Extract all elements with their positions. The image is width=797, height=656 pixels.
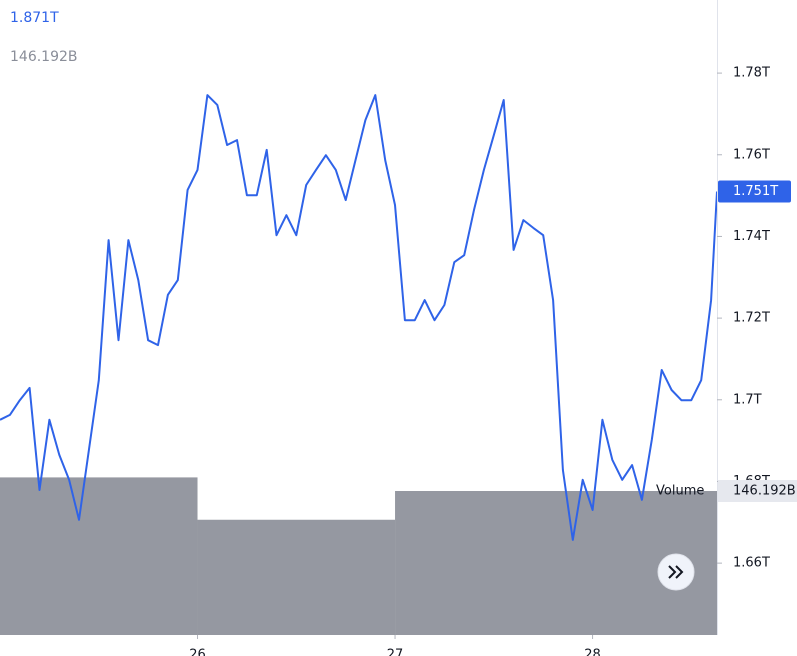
volume-layer (0, 477, 717, 635)
x-tick-label: 28 (584, 648, 601, 656)
y-tick-label: 1.76T (733, 147, 770, 162)
price-layer (0, 94, 718, 541)
volume-last-label: 146.192B (733, 484, 796, 499)
header-volume: 146.192B (10, 49, 78, 65)
x-tick-label: 26 (189, 648, 206, 656)
y-tick-label: 1.78T (733, 66, 770, 81)
volume-bar (197, 519, 396, 635)
volume-name: Volume (656, 484, 704, 499)
x-tick-label: 27 (387, 648, 404, 656)
volume-bar (0, 477, 198, 635)
price-line (0, 94, 718, 541)
header-price: 1.871T (10, 10, 59, 26)
scroll-button[interactable] (657, 553, 695, 591)
y-tick-label: 1.7T (733, 392, 762, 407)
y-tick-label: 1.74T (733, 229, 770, 244)
y-tick-label: 1.66T (733, 556, 770, 571)
last-price-bg (718, 180, 791, 203)
y-tick-label: 1.72T (733, 311, 770, 326)
scroll-icon[interactable] (668, 565, 684, 579)
last-price-label: 1.751T (733, 184, 778, 199)
volume-label-bg (718, 480, 797, 503)
